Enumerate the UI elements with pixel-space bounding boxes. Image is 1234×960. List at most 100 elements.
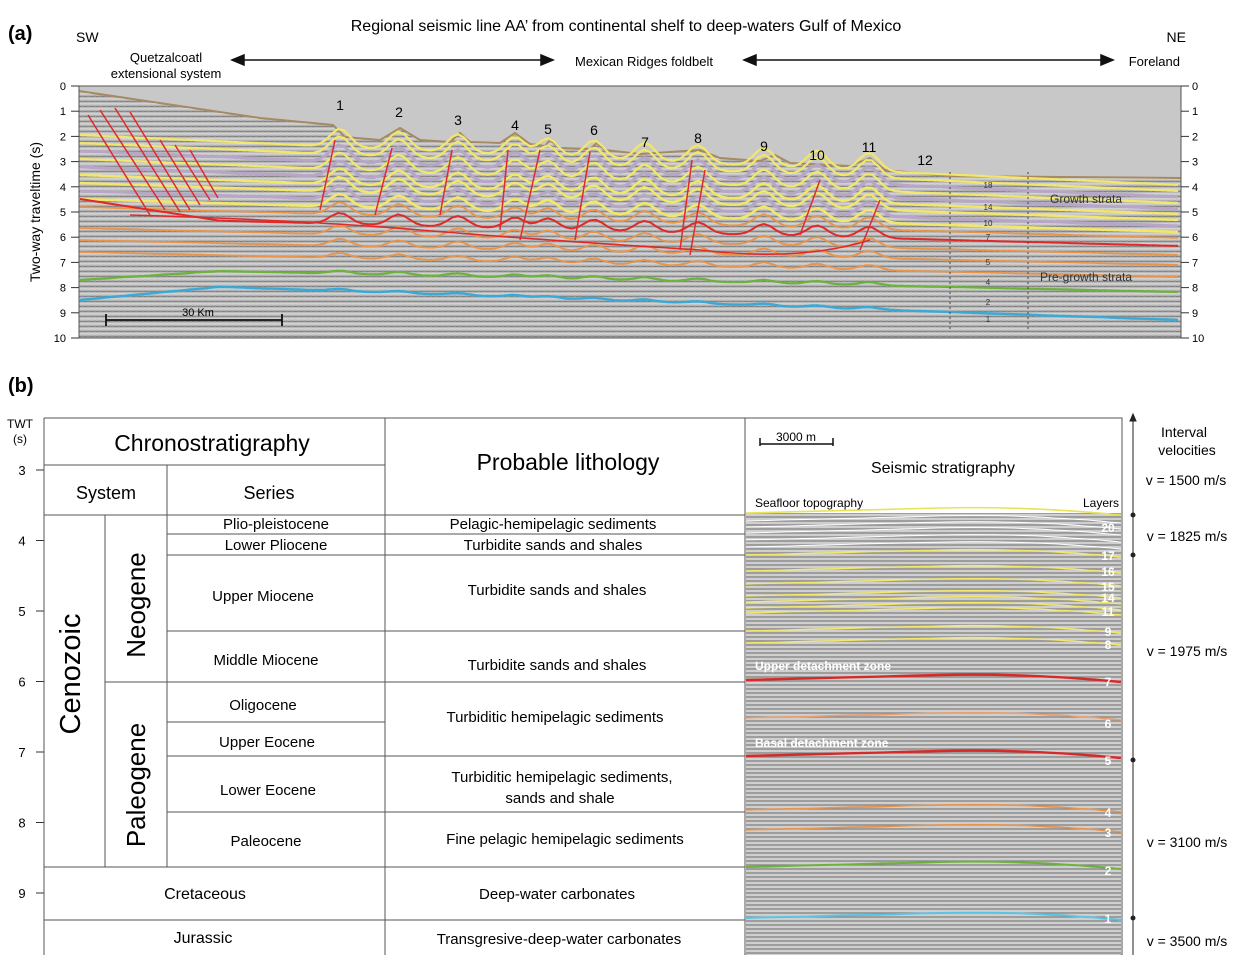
horizons: [79, 127, 1179, 322]
layer-ticks: 18 14 10 7 5 4 2 1: [984, 181, 993, 324]
fault-line: [439, 149, 453, 216]
lithology-6: sands and shale: [505, 790, 614, 807]
seismic-horizon: [745, 673, 1122, 684]
y-tick-left: 7: [60, 257, 66, 269]
horizon-line: [79, 238, 1179, 266]
ne-label: NE: [1167, 29, 1186, 45]
fold-number: 8: [694, 130, 702, 146]
series-0: Plio-pleistocene: [223, 516, 329, 533]
series-3: Middle Miocene: [213, 652, 318, 669]
series-6: Lower Eocene: [220, 782, 316, 799]
lithology-8: Deep-water carbonates: [479, 886, 635, 903]
y-tick-right: 5: [1192, 207, 1198, 219]
velocity-0: v = 1500 m/s: [1146, 472, 1227, 488]
layer-tick: 1: [986, 315, 991, 324]
seismic-horizon: [745, 606, 1122, 616]
region-right: Foreland: [1129, 54, 1180, 69]
fold-number: 1: [336, 97, 344, 113]
velocities-header-2: velocities: [1158, 442, 1216, 458]
seismic-horizon: [745, 860, 1122, 870]
horizon-line: [79, 224, 1179, 256]
seismic-horizon: [745, 541, 1122, 550]
seismic-horizon: [745, 506, 1122, 516]
seismic-horizon: [745, 636, 1122, 646]
y-tick-left: 10: [54, 333, 66, 345]
jurassic-label: Jurassic: [174, 930, 233, 947]
seismic-horizon: [745, 601, 1122, 611]
horizon-line: [79, 143, 1179, 199]
fold-number: 5: [544, 121, 552, 137]
layer-number: 16: [1101, 565, 1115, 579]
scale-bar-label: 30 Km: [182, 307, 214, 319]
lithology-5: Turbiditic hemipelagic sediments,: [451, 769, 672, 786]
detachment-line: [129, 214, 871, 256]
velocity-scale: [1129, 412, 1137, 955]
region-arrows: [230, 53, 1115, 67]
horizon-line: [79, 285, 1179, 322]
twt-tick: 8: [18, 816, 25, 831]
region-left-line1: Quetzalcoatl: [130, 50, 202, 65]
fault-line: [679, 159, 693, 251]
system-header: System: [76, 483, 136, 503]
series-column: Plio-pleistocene Lower Pliocene Upper Mi…: [212, 516, 329, 850]
layer-number: 8: [1105, 638, 1112, 652]
fault-line: [374, 147, 393, 216]
series-5: Upper Eocene: [219, 734, 315, 751]
seismic-section: [78, 85, 1182, 339]
twt-tick: 4: [18, 534, 25, 549]
scale-bar: 30 Km: [105, 307, 283, 326]
system-paleogene: Paleogene: [121, 723, 151, 847]
layer-tick: 4: [986, 278, 991, 287]
y-tick-right: 6: [1192, 232, 1198, 244]
fold-number: 6: [590, 122, 598, 138]
fault-line: [499, 149, 509, 231]
layer-number: 17: [1101, 549, 1115, 563]
velocities-header-1: Interval: [1161, 424, 1207, 440]
fault-line: [519, 149, 541, 241]
fold-number: 9: [760, 138, 768, 154]
lithology-1: Turbidite sands and shales: [464, 537, 643, 554]
fold-number: 4: [511, 117, 519, 133]
fold-number: 11: [862, 139, 877, 155]
layer-number: 5: [1105, 754, 1112, 768]
series-header: Series: [243, 483, 294, 503]
seismic-horizon: [745, 534, 1122, 543]
fault-lines: [87, 107, 881, 256]
panel-a-label: (a): [8, 23, 32, 45]
seismic-title: Seismic stratigraphy: [871, 460, 1015, 477]
layer-number: 3: [1105, 826, 1112, 840]
layer-tick: 10: [984, 219, 993, 228]
fold-number: 7: [641, 134, 649, 150]
pregrowth-strata-label: Pre-growth strata: [1040, 270, 1132, 284]
horizon-line: [79, 167, 1179, 216]
fault-line: [174, 144, 211, 201]
seismic-horizon: [745, 803, 1122, 813]
seismic-horizon: [745, 624, 1122, 634]
layer-number: 11: [1102, 605, 1115, 619]
twt-label: TWT: [7, 417, 34, 431]
series-7: Paleocene: [231, 833, 302, 850]
twt-tick: 6: [18, 675, 25, 690]
seismic-horizon: [745, 564, 1122, 574]
layer-number: 1: [1105, 912, 1112, 926]
layer-number: 14: [1101, 591, 1115, 605]
y-tick-left: 2: [60, 131, 66, 143]
series-2: Upper Miocene: [212, 588, 314, 605]
y-tick-right: 0: [1192, 81, 1198, 93]
y-ticks-right: 0 1 2 3 4 5 6 7 8 9 10: [1181, 81, 1204, 345]
y-tick-right: 10: [1192, 333, 1204, 345]
horizon-line: [79, 151, 1179, 204]
seismic-horizon: [745, 749, 1122, 760]
seismic-horizon: [745, 577, 1122, 587]
fold-number: 12: [917, 152, 933, 168]
y-axis-label: Two-way traveltime (s): [27, 142, 43, 282]
velocity-2: v = 1975 m/s: [1147, 643, 1228, 659]
layer-number: 20: [1101, 521, 1115, 535]
y-tick-right: 3: [1192, 157, 1198, 169]
fold-number: 3: [454, 112, 462, 128]
series-4: Oligocene: [229, 697, 297, 714]
horizon-line: [79, 135, 1179, 192]
velocity-1: v = 1825 m/s: [1147, 528, 1228, 544]
